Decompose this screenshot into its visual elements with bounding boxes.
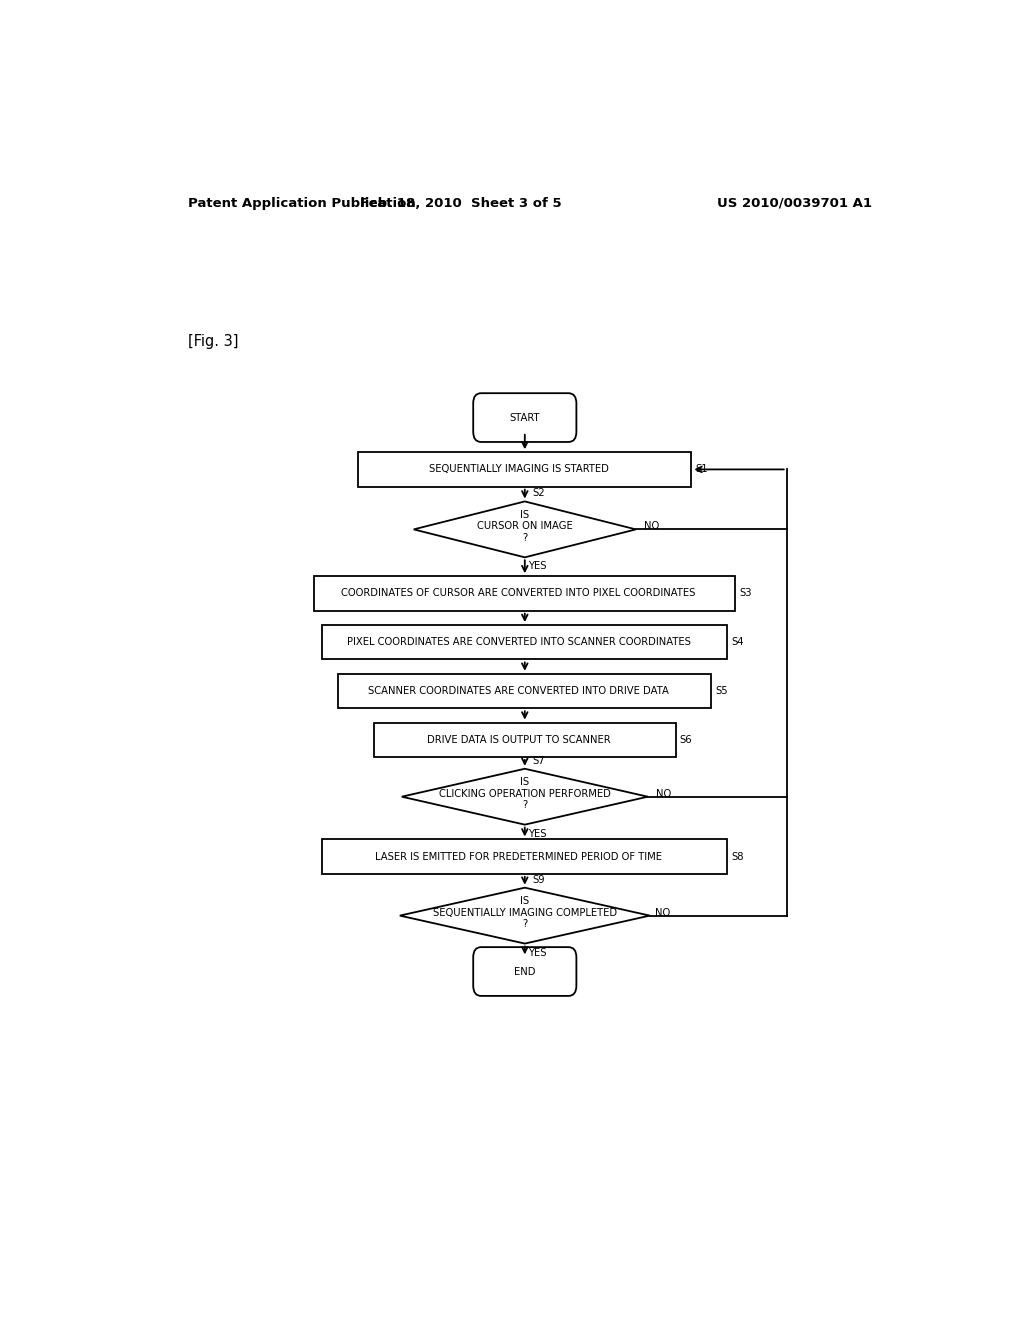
Text: S5: S5 (715, 686, 728, 696)
Text: [Fig. 3]: [Fig. 3] (187, 334, 238, 348)
Text: S8: S8 (731, 851, 743, 862)
Text: S1: S1 (695, 465, 708, 474)
Polygon shape (414, 502, 636, 557)
FancyBboxPatch shape (323, 624, 727, 660)
Text: IS
SEQUENTIALLY IMAGING COMPLETED
?: IS SEQUENTIALLY IMAGING COMPLETED ? (433, 896, 616, 929)
Text: PIXEL COORDINATES ARE CONVERTED INTO SCANNER COORDINATES: PIXEL COORDINATES ARE CONVERTED INTO SCA… (346, 638, 690, 647)
Text: START: START (510, 413, 540, 422)
Text: IS
CLICKING OPERATION PERFORMED
?: IS CLICKING OPERATION PERFORMED ? (439, 777, 610, 810)
Text: S2: S2 (532, 488, 546, 499)
FancyBboxPatch shape (338, 673, 712, 709)
Polygon shape (399, 887, 650, 944)
Text: IS
CURSOR ON IMAGE
?: IS CURSOR ON IMAGE ? (477, 510, 572, 543)
Text: US 2010/0039701 A1: US 2010/0039701 A1 (717, 197, 872, 210)
Text: S7: S7 (532, 755, 546, 766)
Text: Feb. 18, 2010  Sheet 3 of 5: Feb. 18, 2010 Sheet 3 of 5 (360, 197, 562, 210)
Text: S6: S6 (680, 735, 692, 744)
FancyBboxPatch shape (473, 393, 577, 442)
Text: NO: NO (644, 521, 659, 532)
FancyBboxPatch shape (323, 840, 727, 874)
Text: S4: S4 (731, 638, 743, 647)
FancyBboxPatch shape (314, 576, 735, 611)
FancyBboxPatch shape (473, 948, 577, 995)
FancyBboxPatch shape (358, 453, 691, 487)
Text: Patent Application Publication: Patent Application Publication (187, 197, 416, 210)
Text: END: END (514, 966, 536, 977)
Polygon shape (401, 768, 648, 825)
Text: YES: YES (528, 561, 547, 572)
Text: SEQUENTIALLY IMAGING IS STARTED: SEQUENTIALLY IMAGING IS STARTED (428, 465, 608, 474)
Text: NO: NO (655, 788, 671, 799)
FancyBboxPatch shape (374, 722, 676, 758)
Text: S9: S9 (532, 875, 546, 884)
Text: NO: NO (654, 908, 670, 917)
Text: YES: YES (528, 948, 547, 957)
Text: S3: S3 (739, 589, 752, 598)
Text: YES: YES (528, 829, 547, 838)
Text: SCANNER COORDINATES ARE CONVERTED INTO DRIVE DATA: SCANNER COORDINATES ARE CONVERTED INTO D… (368, 686, 669, 696)
Text: DRIVE DATA IS OUTPUT TO SCANNER: DRIVE DATA IS OUTPUT TO SCANNER (427, 735, 610, 744)
Text: COORDINATES OF CURSOR ARE CONVERTED INTO PIXEL COORDINATES: COORDINATES OF CURSOR ARE CONVERTED INTO… (341, 589, 695, 598)
Text: LASER IS EMITTED FOR PREDETERMINED PERIOD OF TIME: LASER IS EMITTED FOR PREDETERMINED PERIO… (375, 851, 662, 862)
